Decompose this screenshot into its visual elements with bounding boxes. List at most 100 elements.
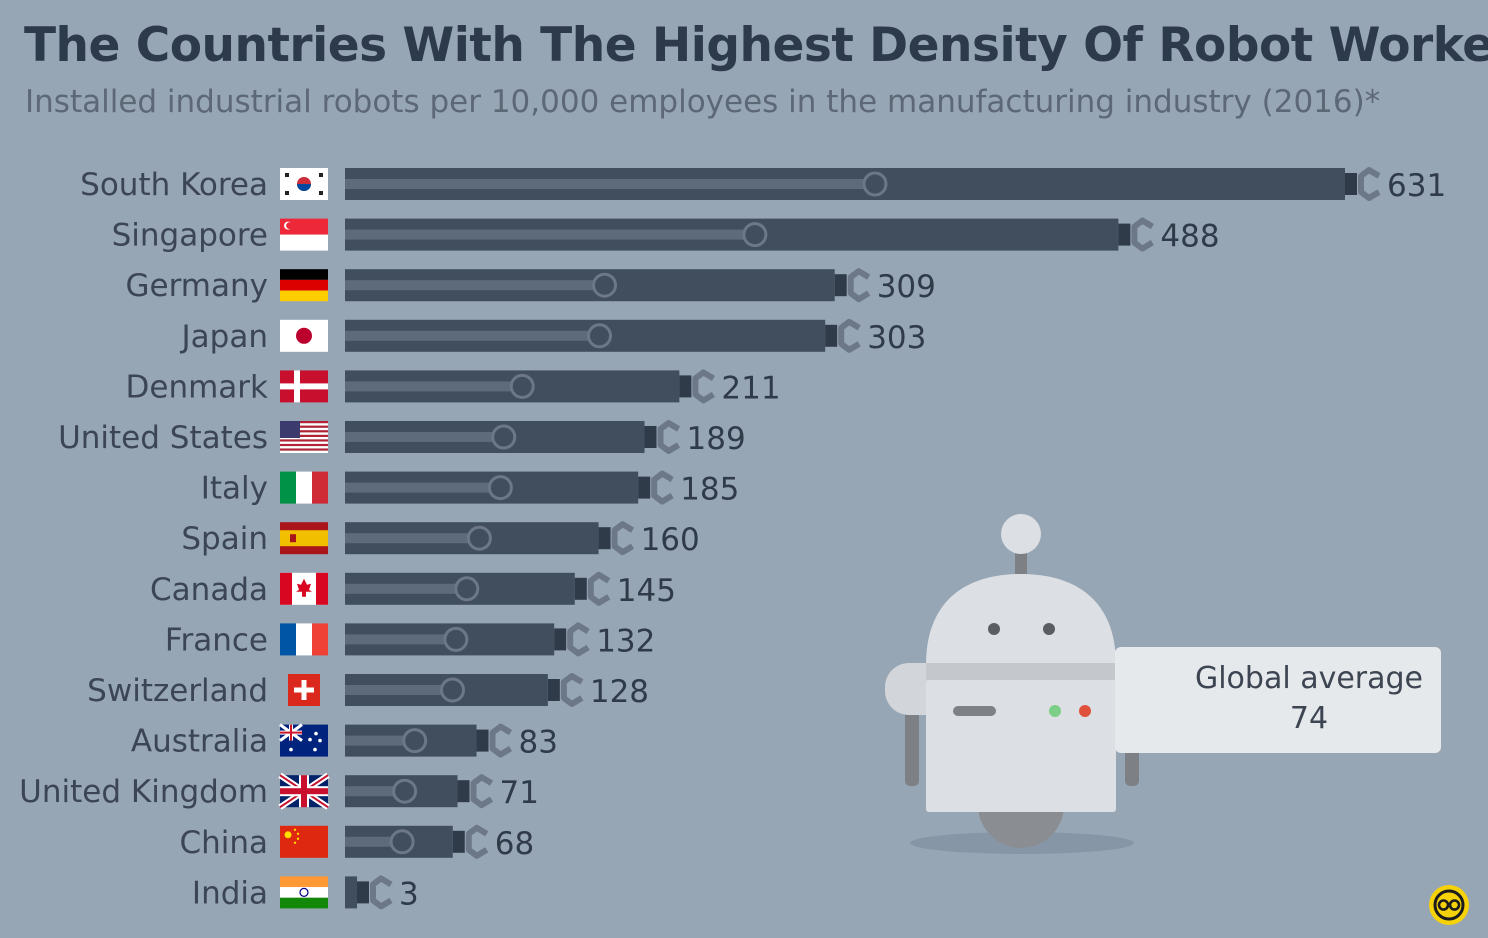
- south-korea-flag-icon: [280, 168, 328, 200]
- gripper-base: [644, 426, 657, 448]
- gripper-claw: [560, 673, 584, 707]
- bar-row: Denmark 211: [126, 369, 781, 406]
- gripper-base: [574, 577, 587, 600]
- united-kingdom-flag-icon: [278, 772, 330, 810]
- gripper-base: [547, 679, 560, 701]
- global-average-value: 74: [1289, 701, 1329, 736]
- gripper-claw: [651, 470, 674, 505]
- bar-rod: [345, 735, 415, 746]
- bar-row: Singapore 488: [112, 217, 1220, 255]
- value-label: 303: [867, 320, 926, 356]
- value-label: 3: [399, 876, 419, 912]
- category-label: United States: [58, 420, 268, 456]
- united-states-flag-icon: [280, 421, 328, 453]
- bar-joint: [402, 728, 428, 754]
- australia-flag-icon: [279, 723, 328, 757]
- india-flag-icon: [280, 876, 328, 909]
- category-label: Spain: [181, 521, 268, 557]
- bar-rod: [345, 685, 453, 695]
- bar-rod: [345, 229, 755, 240]
- global-average-callout: Global average 74: [1115, 647, 1441, 753]
- bar-row: Germany 309: [126, 268, 936, 305]
- gripper-claw: [692, 369, 715, 404]
- bar-row: Switzerland 128: [87, 673, 649, 710]
- chart-subtitle: Installed industrial robots per 10,000 e…: [25, 84, 1381, 120]
- gripper-claw: [838, 318, 861, 353]
- bar-joint: [509, 373, 535, 399]
- bar-rod: [345, 482, 501, 493]
- gripper-claw: [489, 723, 513, 758]
- bar-rod: [345, 583, 467, 594]
- bar-rod: [345, 179, 875, 189]
- gripper-claw: [1358, 167, 1381, 201]
- bar-rod: [345, 280, 605, 291]
- category-label: Italy: [201, 471, 268, 507]
- value-label: 631: [1387, 168, 1446, 204]
- bar-row: United States 189: [58, 420, 746, 457]
- gripper-base: [476, 729, 489, 752]
- value-label: 132: [596, 623, 655, 659]
- category-label: Switzerland: [87, 673, 268, 709]
- switzerland-flag-icon: [288, 674, 320, 706]
- bar-joint: [466, 525, 492, 551]
- category-label: United Kingdom: [19, 774, 268, 810]
- canada-flag-icon: [280, 572, 328, 605]
- bar-row: Spain 160: [181, 521, 700, 558]
- bar: [345, 876, 357, 909]
- bar-rod: [345, 634, 456, 645]
- bar-rod: [345, 533, 480, 544]
- singapore-flag-icon: [280, 218, 328, 251]
- bar-rod: [345, 836, 403, 847]
- gripper-claw: [465, 824, 489, 859]
- bar-joint: [862, 171, 888, 197]
- gripper-claw: [1131, 217, 1154, 252]
- bar-joint: [592, 272, 618, 298]
- gripper-claw: [657, 420, 681, 454]
- gripper-base: [1118, 223, 1131, 246]
- bar-joint: [587, 323, 613, 349]
- category-label: Denmark: [126, 369, 269, 405]
- value-label: 160: [641, 522, 700, 558]
- gripper-base: [834, 274, 847, 297]
- bar-row: China 68: [179, 825, 534, 862]
- value-label: 185: [680, 472, 739, 508]
- category-label: Singapore: [112, 218, 268, 254]
- gripper-base: [638, 476, 651, 499]
- bar-rod: [345, 330, 600, 341]
- bar-joint: [443, 626, 469, 652]
- gripper-base: [357, 881, 369, 904]
- value-label: 211: [721, 370, 780, 406]
- gripper-base: [457, 780, 470, 803]
- gripper-claw: [567, 622, 590, 657]
- category-label: Japan: [180, 319, 268, 355]
- value-label: 128: [590, 674, 649, 710]
- gripper-base: [554, 628, 567, 651]
- denmark-flag-icon: [280, 370, 328, 403]
- japan-flag-icon: [280, 319, 328, 352]
- bar-row: South Korea 631: [80, 167, 1446, 204]
- statista-logo-icon: [1429, 885, 1469, 925]
- bar-joint: [491, 424, 517, 450]
- category-label: France: [165, 622, 268, 658]
- gripper-claw: [587, 571, 611, 606]
- bar-joint: [742, 222, 768, 248]
- category-label: India: [192, 875, 268, 911]
- bar-joint: [392, 778, 418, 804]
- germany-flag-icon: [280, 269, 328, 302]
- bar-rod: [345, 432, 504, 442]
- value-label: 309: [877, 269, 936, 305]
- china-flag-icon: [280, 825, 328, 858]
- bar-row: Canada 145: [150, 572, 676, 609]
- category-label: Germany: [126, 268, 268, 304]
- chart-title: The Countries With The Highest Density O…: [24, 18, 1488, 73]
- bar-joint: [389, 829, 415, 855]
- spain-flag-icon: [280, 522, 328, 555]
- gripper-base: [825, 324, 838, 347]
- gripper-claw: [847, 268, 871, 303]
- bar-joint: [440, 677, 466, 703]
- bar-row: Japan 303: [180, 319, 927, 356]
- bar-rod: [345, 381, 523, 392]
- bar-joint: [454, 576, 480, 602]
- category-label: South Korea: [80, 167, 268, 203]
